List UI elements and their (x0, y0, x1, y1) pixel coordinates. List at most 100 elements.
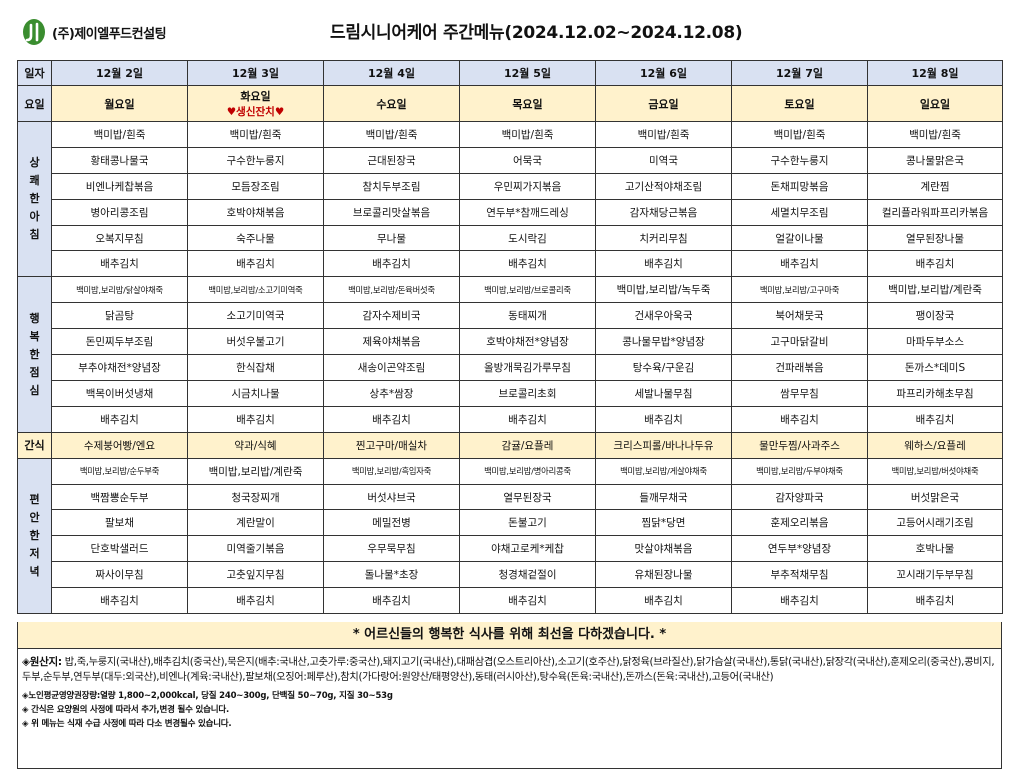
breakfast-row: 비엔나케찹볶음 모듬장조림 참치두부조림 우민찌가지볶음 고기산적야채조림 돈채피망볶음 계… (18, 172, 1003, 200)
dinner-row: 배추김치 배추김치 배추김치 배추김치 배추김치 배추김치 배추김치 (18, 587, 1003, 615)
breakfast-item: 근대된장국 (323, 146, 460, 174)
date-cell: 12월 2일 (51, 60, 188, 86)
breakfast-item: 콩나물맑은국 (867, 146, 1003, 174)
dinner-item: 고춧잎지무침 (187, 561, 324, 589)
breakfast-label-char: 쾌 (29, 174, 40, 188)
breakfast-item: 미역국 (595, 146, 732, 174)
snack-item: 수제붕어빵/엔요 (51, 431, 188, 459)
lunch-item: 쌈무무침 (731, 379, 868, 407)
dinner-item: 백미밥,보리밥/두부야채죽 (731, 457, 868, 485)
dinner-item: 우무묵무침 (323, 535, 460, 563)
lunch-item: 한식잡채 (187, 354, 324, 381)
breakfast-row: 오복지무침 숙주나물 무나물 도시락김 치커리무침 얼갈이나물 열무된장나물 (18, 224, 1003, 252)
date-cell: 12월 6일 (595, 60, 732, 86)
lunch-item: 백미밥,보리밥/계란죽 (867, 276, 1003, 304)
page-title: 드림시니어케어 주간메뉴(2024.12.02~2024.12.08) (330, 23, 743, 43)
breakfast-item: 비엔나케찹볶음 (51, 172, 188, 200)
dinner-item: 들깨무채국 (595, 483, 732, 511)
dinner-item: 청경채겉절이 (459, 561, 596, 589)
lunch-item: 감자수제비국 (323, 302, 460, 330)
breakfast-item: 배추김치 (51, 250, 188, 278)
dinner-item: 배추김치 (595, 587, 732, 615)
breakfast-item: 백미밥/흰죽 (867, 121, 1003, 148)
breakfast-item: 구수한누룽지 (731, 146, 868, 174)
breakfast-item: 우민찌가지볶음 (459, 172, 596, 200)
breakfast-item: 호박야채볶음 (187, 198, 324, 226)
breakfast-item: 브로콜리맛살볶음 (323, 198, 460, 226)
breakfast-item: 참치두부조림 (323, 172, 460, 200)
origin-text: 밥,죽,누룽지(국내산),배추김치(중국산),묵은지(배추:국내산,고춧가루:중… (22, 657, 995, 683)
lunch-row: 행 복 한 점 심 백미밥,보리밥/닭살야채죽 백미밥,보리밥/소고기미역죽 백미밥,보리밥/… (17, 276, 1003, 433)
origin-label: ◈원산지: (22, 656, 62, 668)
lunch-item: 건파래볶음 (731, 354, 868, 381)
breakfast-row: 상 쾌 한 아 침 백미밥/흰죽 백미밥/흰죽 백미밥/흰죽 백미밥/흰죽 백미밥/흰죽 백미밥/흰… (17, 120, 1003, 278)
breakfast-item: 열무된장나물 (867, 224, 1003, 252)
breakfast-item: 배추김치 (187, 250, 324, 278)
lunch-item: 올방개묵김가루무침 (459, 354, 596, 381)
dinner-item: 백미밥,보리밥/흑임자죽 (323, 457, 460, 485)
weekday-cell: 월요일 (51, 85, 188, 122)
dinner-item: 야채고로케*케찹 (459, 535, 596, 563)
company-logo: (주)제이엘푸드컨설팅 (20, 18, 167, 46)
lunch-item: 시금치나물 (187, 379, 324, 407)
date-cell: 12월 8일 (867, 60, 1003, 86)
dinner-item: 돌나물*초장 (323, 561, 460, 589)
lunch-row: 부추야채전*양념장 한식잡채 새송이곤약조림 올방개묵김가루무침 탕수육/구운김 건파래볶… (18, 354, 1003, 381)
lunch-item: 부추야채전*양념장 (51, 354, 188, 381)
dinner-item: 배추김치 (867, 587, 1003, 615)
dinner-item: 배추김치 (187, 587, 324, 615)
lunch-row: 백목이버섯냉채 시금치나물 상추*쌈장 브로콜리초회 세발나물무침 쌈무무침 파프리카해초무… (18, 379, 1003, 407)
dinner-label-char: 저 (29, 546, 40, 560)
breakfast-item: 컬리플라워파프리카볶음 (867, 198, 1003, 226)
breakfast-item: 백미밥/흰죽 (323, 121, 460, 148)
origin-info: ◈원산지: 밥,죽,누룽지(국내산),배추김치(중국산),묵은지(배추:국내산,… (22, 655, 997, 685)
lunch-item: 백미밥,보리밥/닭살야채죽 (51, 276, 188, 304)
dinner-row: 짜사이무침 고춧잎지무침 돌나물*초장 청경채겉절이 유채된장나물 부추적채무침 꼬시래기두… (18, 561, 1003, 589)
lunch-item: 백미밥,보리밥/녹두죽 (595, 276, 732, 304)
dinner-item: 훈제오리볶음 (731, 509, 868, 537)
breakfast-label-char: 아 (29, 210, 40, 224)
breakfast-item: 배추김치 (323, 250, 460, 278)
snack-item: 찐고구마/매실차 (323, 431, 460, 459)
lunch-label-char: 점 (29, 365, 40, 379)
dinner-item: 열무된장국 (459, 483, 596, 511)
dinner-item: 찜닭*당면 (595, 509, 732, 537)
lunch-item: 상추*쌈장 (323, 379, 460, 407)
dinner-label-char: 녁 (29, 564, 40, 578)
breakfast-item: 백미밥/흰죽 (459, 121, 596, 148)
dinner-item: 백미밥,보리밥/계란죽 (187, 457, 324, 485)
snack-item: 크리스피롤/바나나두유 (595, 431, 732, 459)
lunch-item: 북어채뭇국 (731, 302, 868, 330)
breakfast-item: 배추김치 (867, 250, 1003, 278)
lunch-row: 배추김치 배추김치 배추김치 배추김치 배추김치 배추김치 배추김치 (18, 405, 1003, 433)
lunch-row: 닭곰탕 소고기미역국 감자수제비국 동태찌개 건새우아욱국 북어채뭇국 팽이장국 (18, 302, 1003, 330)
lunch-item: 세발나물무침 (595, 379, 732, 407)
footer-note: ◈ 위 메뉴는 식재 수급 사정에 따라 다소 변경될수 있습니다. (22, 719, 232, 729)
weekday-label: 월요일 (104, 97, 135, 111)
snack-row: 간식 수제붕어빵/엔요 약과/식혜 찐고구마/매실차 감귤/요플레 크리스피롤/바나나두유… (17, 431, 1003, 459)
weekly-menu-table: 일자 12월 2일 12월 3일 12월 4일 12월 5일 12월 6일 12월 7일 1… (17, 60, 1003, 615)
weekday-cell: 금요일 (595, 85, 732, 122)
dinner-item: 부추적채무침 (731, 561, 868, 589)
weekday-cell: 토요일 (731, 85, 868, 122)
breakfast-item: 병아리콩조림 (51, 198, 188, 226)
breakfast-item: 황태콩나물국 (51, 146, 188, 174)
breakfast-item: 오복지무침 (51, 224, 188, 252)
lunch-item: 팽이장국 (867, 302, 1003, 330)
breakfast-label-char: 침 (29, 228, 40, 242)
dinner-item: 돈불고기 (459, 509, 596, 537)
dinner-item: 감자양파국 (731, 483, 868, 511)
closing-message: * 어르신들의 행복한 식사를 위해 최선을 다하겠습니다. * (17, 622, 1002, 649)
lunch-item: 배추김치 (51, 405, 188, 433)
breakfast-item: 고기산적야채조림 (595, 172, 732, 200)
breakfast-item: 도시락김 (459, 224, 596, 252)
lunch-item: 마파두부소스 (867, 328, 1003, 356)
dinner-item: 백미밥,보리밥/버섯야채죽 (867, 457, 1003, 485)
dinner-label-char: 편 (29, 492, 40, 506)
lunch-item: 동태찌개 (459, 302, 596, 330)
breakfast-item: 연두부*참깨드레싱 (459, 198, 596, 226)
lunch-item: 탕수육/구운김 (595, 354, 732, 381)
dinner-item: 백짬뽕순두부 (51, 483, 188, 511)
